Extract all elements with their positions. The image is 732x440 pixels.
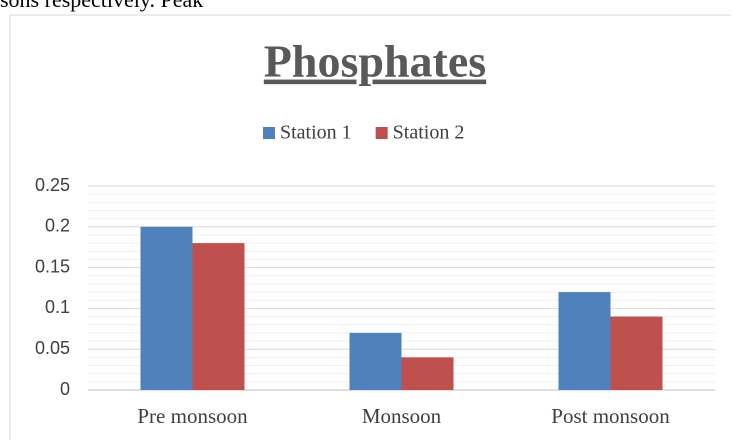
x-tick-label: Monsoon [362, 404, 442, 428]
y-tick-label: 0 [60, 379, 70, 399]
legend-swatch [375, 127, 388, 139]
bar [401, 357, 454, 390]
bar [349, 332, 402, 390]
y-tick-label: 0.25 [35, 175, 70, 195]
bar [610, 316, 663, 390]
y-tick-label: 0.15 [35, 256, 70, 276]
chart-title: Phosphates [264, 36, 486, 87]
y-tick-label: 0.05 [35, 338, 70, 358]
y-tick-label: 0.2 [45, 216, 70, 236]
legend-label: Station 2 [393, 122, 465, 144]
bar [140, 226, 193, 390]
legend-label: Station 1 [280, 122, 352, 144]
bar [558, 292, 611, 390]
x-tick-label: Pre monsoon [137, 404, 248, 428]
legend-swatch [263, 127, 275, 139]
y-tick-label: 0.1 [45, 297, 70, 317]
bar [192, 243, 245, 390]
page-text: sons respectively. Peak [0, 0, 203, 12]
x-tick-label: Post monsoon [551, 404, 670, 428]
